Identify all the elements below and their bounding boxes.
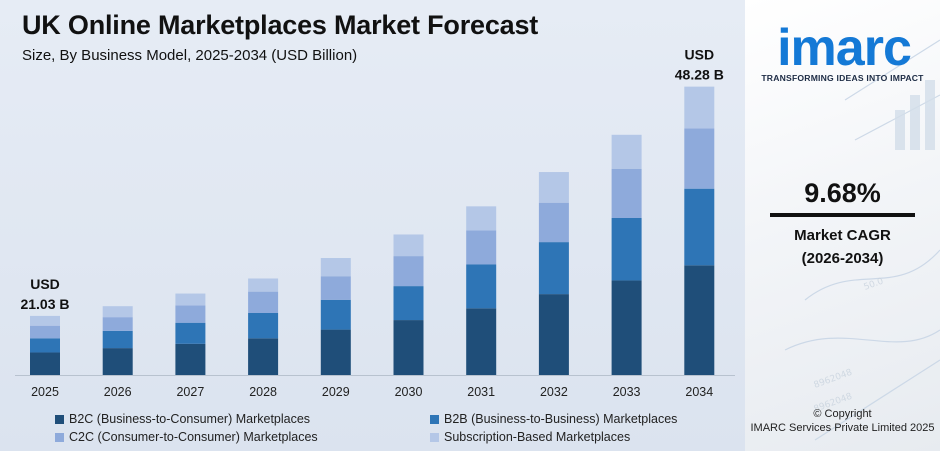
bar-segment-b2c-2034 bbox=[684, 265, 715, 375]
legend-item-subscription: Subscription-Based Marketplaces bbox=[430, 430, 730, 444]
copyright-notice: © Copyright IMARC Services Private Limit… bbox=[745, 407, 940, 435]
bar-segment-b2c-2027 bbox=[175, 343, 206, 375]
x-tick-label-2033: 2033 bbox=[613, 385, 641, 399]
bar-segment-b2b-2029 bbox=[320, 299, 351, 330]
bar-segment-b2c-2032 bbox=[538, 294, 569, 375]
bar-segment-b2b-2033 bbox=[611, 218, 642, 281]
bar-segment-subscription-2026 bbox=[102, 306, 133, 318]
x-tick-label-2031: 2031 bbox=[467, 385, 495, 399]
bar-segment-b2c-2030 bbox=[393, 320, 424, 375]
bar-segment-b2b-2026 bbox=[102, 330, 133, 349]
x-tick-label-2025: 2025 bbox=[31, 385, 59, 399]
bar-segment-b2b-2032 bbox=[538, 242, 569, 295]
cagr-value: 9.68% bbox=[804, 178, 881, 208]
x-tick-label-2032: 2032 bbox=[540, 385, 568, 399]
bar-segment-subscription-2030 bbox=[393, 234, 424, 257]
legend-label-subscription: Subscription-Based Marketplaces bbox=[444, 430, 631, 444]
chart-panel: UK Online Marketplaces Market Forecast S… bbox=[0, 0, 745, 451]
bar-segment-c2c-2030 bbox=[393, 256, 424, 287]
x-tick-label-2028: 2028 bbox=[249, 385, 277, 399]
bar-segment-subscription-2025 bbox=[30, 315, 60, 326]
bar-segment-b2b-2025 bbox=[30, 338, 60, 353]
bar-segment-c2c-2033 bbox=[611, 168, 642, 219]
bar-segment-b2b-2027 bbox=[175, 322, 206, 344]
legend-swatch-c2c bbox=[55, 432, 64, 442]
legend-item-b2c: B2C (Business-to-Consumer) Marketplaces bbox=[55, 412, 430, 426]
cagr-period: (2026-2034) bbox=[801, 250, 884, 267]
bar-segment-b2b-2034 bbox=[684, 188, 715, 266]
side-panel: 8962048 8962048 50.0 imarc TRANSFORMING … bbox=[745, 0, 940, 451]
legend-swatch-subscription bbox=[430, 432, 439, 442]
cagr-divider bbox=[770, 213, 915, 217]
legend-swatch-b2c bbox=[55, 414, 64, 424]
bar-segment-b2c-2026 bbox=[102, 348, 133, 375]
cagr-label: Market CAGR bbox=[794, 227, 891, 244]
legend-label-b2c: B2C (Business-to-Consumer) Marketplaces bbox=[69, 412, 311, 426]
bar-segment-subscription-2029 bbox=[320, 258, 351, 277]
x-tick-label-2026: 2026 bbox=[104, 385, 132, 399]
bar-segment-b2b-2028 bbox=[248, 312, 279, 339]
bar-segment-subscription-2033 bbox=[611, 134, 642, 169]
legend-label-b2b: B2B (Business-to-Business) Marketplaces bbox=[444, 412, 678, 426]
svg-text:8962048: 8962048 bbox=[813, 368, 854, 391]
bar-segment-c2c-2032 bbox=[538, 202, 569, 243]
bar-segment-c2c-2028 bbox=[248, 291, 279, 313]
total-label-2034-line1: USD bbox=[685, 47, 715, 63]
bar-segment-b2c-2029 bbox=[320, 329, 351, 375]
logo-tagline: TRANSFORMING IDEAS INTO IMPACT bbox=[761, 73, 924, 83]
bar-segment-c2c-2026 bbox=[102, 317, 133, 331]
bar-segment-c2c-2031 bbox=[466, 230, 497, 265]
bar-segment-b2c-2031 bbox=[466, 308, 497, 375]
x-tick-label-2030: 2030 bbox=[395, 385, 423, 399]
bar-segment-b2c-2028 bbox=[248, 338, 279, 375]
bar-segment-b2c-2025 bbox=[30, 352, 60, 375]
x-tick-label-2027: 2027 bbox=[176, 385, 204, 399]
total-label-2025-line1: USD bbox=[30, 276, 60, 292]
legend-swatch-b2b bbox=[430, 414, 439, 424]
legend-item-c2c: C2C (Consumer-to-Consumer) Marketplaces bbox=[55, 430, 430, 444]
bar-segment-b2c-2033 bbox=[611, 280, 642, 375]
imarc-logo: imarc bbox=[755, 20, 933, 76]
x-tick-label-2034: 2034 bbox=[685, 385, 713, 399]
bar-segment-subscription-2032 bbox=[538, 172, 569, 203]
bar-segment-subscription-2034 bbox=[684, 86, 715, 129]
logo-wordmark-text: imarc bbox=[777, 19, 912, 77]
x-tick-label-2029: 2029 bbox=[322, 385, 350, 399]
chart-subtitle: Size, By Business Model, 2025-2034 (USD … bbox=[22, 47, 358, 64]
background-decoration: 8962048 8962048 50.0 bbox=[784, 39, 940, 441]
legend-item-b2b: B2B (Business-to-Business) Marketplaces bbox=[430, 412, 730, 426]
chart-legend: B2C (Business-to-Consumer) Marketplaces … bbox=[55, 412, 745, 444]
bar-segment-c2c-2027 bbox=[175, 305, 206, 323]
bar-segment-subscription-2028 bbox=[248, 278, 279, 292]
copyright-line-2: IMARC Services Private Limited 2025 bbox=[750, 422, 935, 434]
bar-segment-subscription-2027 bbox=[175, 293, 206, 306]
copyright-line-1: © Copyright bbox=[813, 408, 872, 420]
legend-label-c2c: C2C (Consumer-to-Consumer) Marketplaces bbox=[69, 430, 318, 444]
bar-segment-c2c-2034 bbox=[684, 128, 715, 189]
total-label-2034-line2: 48.28 B bbox=[675, 67, 724, 83]
chart-title: UK Online Marketplaces Market Forecast bbox=[22, 10, 539, 40]
bar-segment-c2c-2029 bbox=[320, 276, 351, 300]
bar-segment-subscription-2031 bbox=[466, 206, 497, 231]
stacked-bar-chart: 2025 USD 21.03 B 2026 2027 2028 2029 2030 2031 20… bbox=[15, 47, 735, 399]
bar-segment-b2b-2031 bbox=[466, 264, 497, 309]
total-label-2025-line2: 21.03 B bbox=[20, 296, 69, 312]
bar-segment-b2b-2030 bbox=[393, 286, 424, 321]
bar-segment-c2c-2025 bbox=[30, 325, 60, 339]
